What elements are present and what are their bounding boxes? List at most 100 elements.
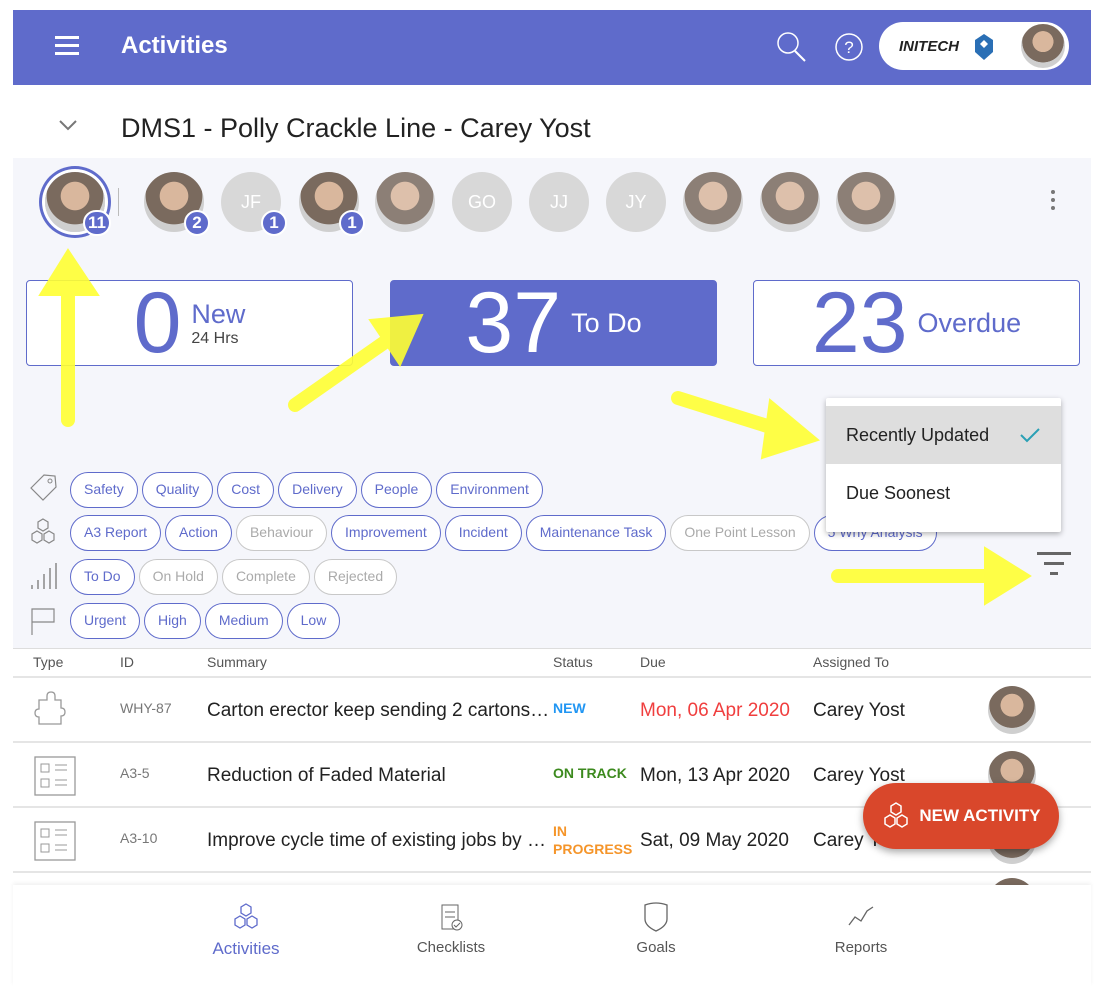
avatar-initials: GO xyxy=(467,191,496,212)
divider xyxy=(118,188,119,216)
filter-chip[interactable]: High xyxy=(144,603,201,639)
filter-chip[interactable]: Maintenance Task xyxy=(525,515,667,551)
team-member-avatar[interactable] xyxy=(375,172,435,232)
page-title: DMS1 - Polly Crackle Line - Carey Yost xyxy=(121,113,591,143)
filter-chip[interactable]: Safety xyxy=(70,472,138,508)
org-name: INITECH xyxy=(899,38,959,55)
row-assigned: Carey Yost xyxy=(813,765,905,786)
col-id[interactable]: ID xyxy=(120,654,134,670)
org-account-button[interactable]: INITECH xyxy=(879,22,1069,70)
status-badge: NEW xyxy=(553,700,586,716)
filter-chip[interactable]: Urgent xyxy=(70,603,141,639)
team-member-avatar[interactable]: JF 1 xyxy=(221,172,287,236)
filter-chip[interactable]: Incident xyxy=(444,515,522,551)
team-member-avatar[interactable]: JJ xyxy=(529,172,589,232)
stat-sub: 24 Hrs xyxy=(191,329,239,347)
filter-chip[interactable]: Cost xyxy=(217,472,275,508)
col-assigned[interactable]: Assigned To xyxy=(813,654,890,670)
sort-button[interactable] xyxy=(1020,536,1090,596)
filter-chip[interactable]: People xyxy=(360,472,433,508)
filter-chip[interactable]: Environment xyxy=(436,472,543,508)
team-member-avatar[interactable] xyxy=(683,172,743,232)
table-row[interactable]: A3-10 Improve cycle time of existing job… xyxy=(13,808,1091,873)
line-chart-icon xyxy=(848,906,874,926)
tag-icon xyxy=(30,474,57,501)
nav-activities[interactable]: Activities xyxy=(186,901,306,959)
new-activity-button[interactable]: NEW ACTIVITY xyxy=(863,783,1059,849)
col-summary[interactable]: Summary xyxy=(207,654,267,670)
org-logo-icon xyxy=(975,34,993,60)
team-member-avatar[interactable]: 11 xyxy=(45,172,111,236)
team-member-avatar[interactable]: 2 xyxy=(144,172,210,236)
status-badge: IN PROGRESS xyxy=(553,823,633,857)
team-member-avatar[interactable]: GO xyxy=(452,172,512,232)
stat-value: 23 xyxy=(811,275,908,371)
stat-todo[interactable]: 37 To Do xyxy=(390,280,717,366)
filter-chip[interactable]: Delivery xyxy=(278,472,357,508)
sort-dropdown: Recently Updated Due Soonest xyxy=(826,398,1061,532)
nav-label: Checklists xyxy=(416,939,486,956)
puzzle-icon xyxy=(34,691,66,725)
flag-icon xyxy=(31,608,55,635)
row-id: A3-10 xyxy=(120,830,158,846)
filter-chip[interactable]: Rejected xyxy=(313,559,398,595)
col-status[interactable]: Status xyxy=(553,654,593,670)
filter-chip[interactable]: One Point Lesson xyxy=(670,515,810,551)
team-member-avatar[interactable] xyxy=(836,172,896,232)
nav-goals[interactable]: Goals xyxy=(596,901,716,956)
type-filters: A3 Report Action Behaviour Improvement Incid… xyxy=(70,515,941,551)
filter-chip[interactable]: Behaviour xyxy=(235,515,328,551)
nav-reports[interactable]: Reports xyxy=(801,901,921,956)
activity-type-icon xyxy=(31,518,55,544)
filter-chip[interactable]: Improvement xyxy=(331,515,441,551)
team-member-avatar[interactable] xyxy=(760,172,820,232)
app-header: Activities ? INITECH xyxy=(13,10,1091,85)
table-row[interactable]: WHY-87 Carton erector keep sending 2 car… xyxy=(13,678,1091,743)
filter-chip[interactable]: Low xyxy=(286,603,341,639)
row-summary: Improve cycle time of existing jobs by … xyxy=(207,830,546,851)
filter-chip[interactable]: Complete xyxy=(221,559,310,595)
stat-value: 37 xyxy=(465,275,562,371)
col-due[interactable]: Due xyxy=(640,654,666,670)
user-avatar[interactable] xyxy=(1021,24,1065,68)
nav-checklists[interactable]: Checklists xyxy=(391,901,511,956)
filter-chip[interactable]: Action xyxy=(165,515,232,551)
filter-chip[interactable]: A3 Report xyxy=(70,515,162,551)
search-icon[interactable] xyxy=(775,30,807,64)
activity-type-icon xyxy=(884,802,909,828)
count-badge: 1 xyxy=(339,210,365,236)
filter-chip[interactable]: Quality xyxy=(141,472,214,508)
nav-label: Goals xyxy=(636,939,676,956)
sort-option-due-soonest[interactable]: Due Soonest xyxy=(826,464,1061,522)
stat-overdue[interactable]: 23 Overdue xyxy=(753,280,1080,366)
app-title: Activities xyxy=(121,32,228,59)
table-row[interactable]: A3-5 Reduction of Faded Material ON TRAC… xyxy=(13,743,1091,808)
stat-label: Overdue xyxy=(917,307,1022,338)
row-due: Mon, 06 Apr 2020 xyxy=(640,700,790,721)
team-member-avatar[interactable]: JY xyxy=(606,172,666,232)
filter-chip[interactable]: Medium xyxy=(204,603,283,639)
more-options-icon[interactable] xyxy=(1051,190,1055,210)
team-member-avatar[interactable]: 1 xyxy=(299,172,365,236)
checklist-icon xyxy=(441,904,463,931)
priority-filters: Urgent High Medium Low xyxy=(70,603,344,639)
stat-new[interactable]: 0 New 24 Hrs xyxy=(26,280,353,366)
nav-label: Activities xyxy=(212,939,280,958)
col-type[interactable]: Type xyxy=(33,654,64,670)
fab-label: NEW ACTIVITY xyxy=(919,806,1041,825)
filter-chip[interactable]: To Do xyxy=(70,559,135,595)
check-icon xyxy=(1020,428,1040,443)
avatar-initials: JY xyxy=(625,191,647,212)
row-summary: Reduction of Faded Material xyxy=(207,765,446,786)
svg-text:?: ? xyxy=(844,38,853,57)
a3-report-icon xyxy=(34,756,76,796)
stat-label: New xyxy=(191,298,246,329)
filter-chip[interactable]: On Hold xyxy=(138,559,218,595)
row-due: Sat, 09 May 2020 xyxy=(640,830,789,851)
menu-icon[interactable] xyxy=(55,36,79,56)
option-label: Recently Updated xyxy=(846,425,990,445)
chevron-down-icon[interactable] xyxy=(58,119,78,131)
help-icon[interactable]: ? xyxy=(834,32,864,62)
status-badge: ON TRACK xyxy=(553,765,627,781)
sort-option-recently-updated[interactable]: Recently Updated xyxy=(826,406,1061,464)
